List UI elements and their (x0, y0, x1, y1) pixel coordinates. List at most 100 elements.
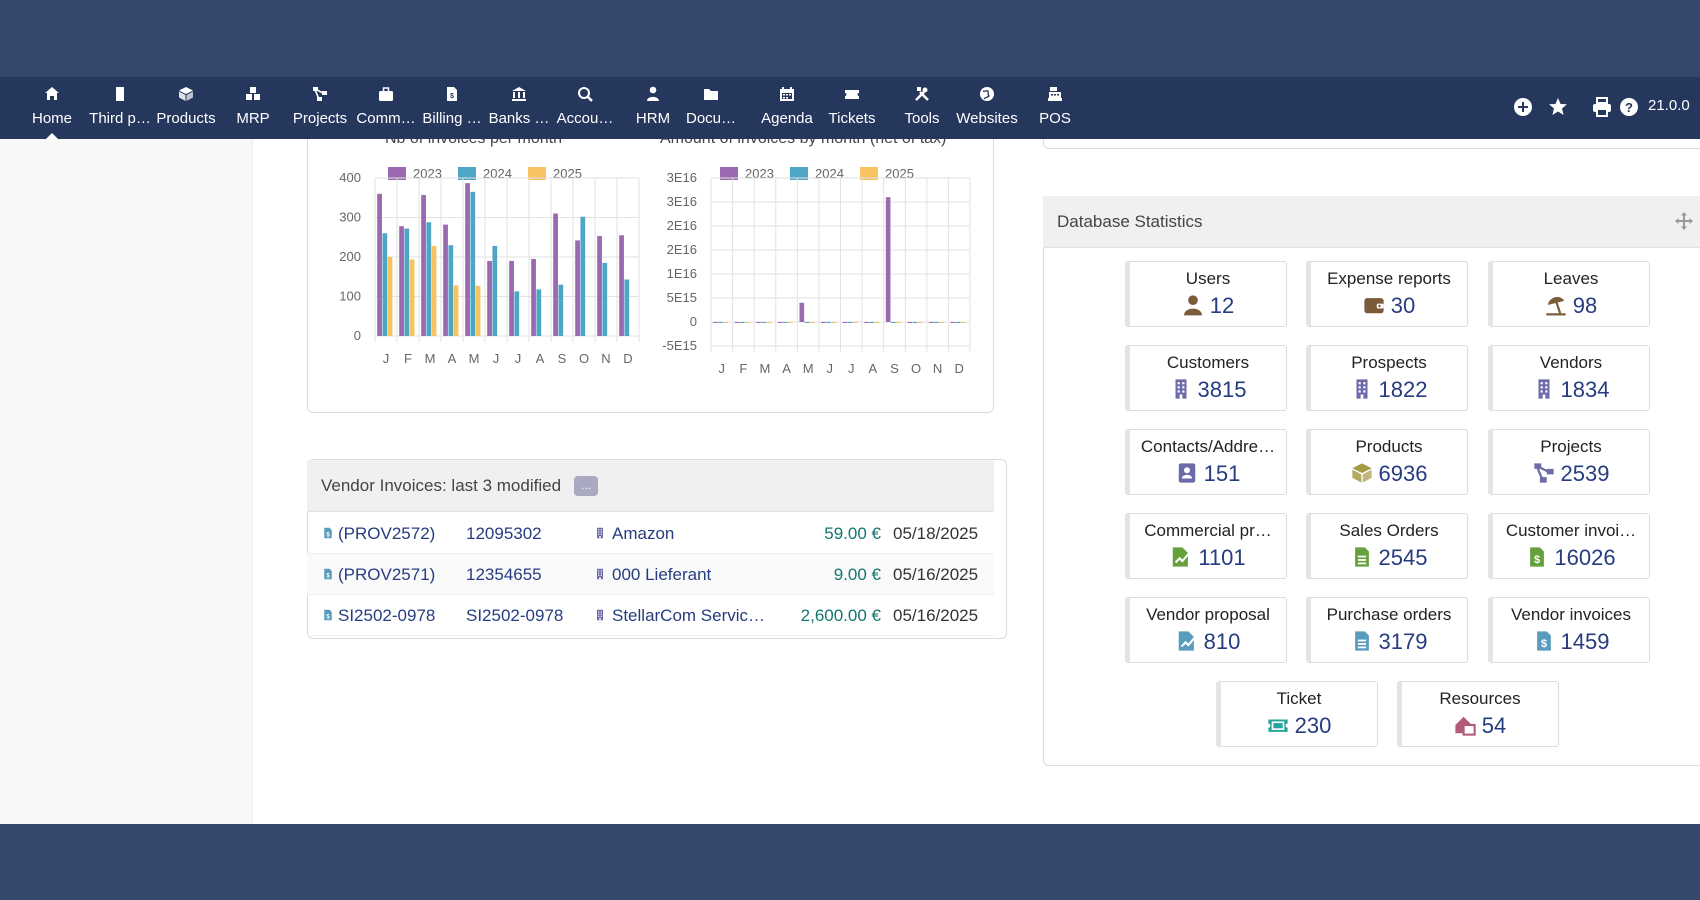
legend-label-2024: 2024 (815, 166, 844, 181)
stat-box-sales-orders[interactable]: Sales Orders 2545 (1306, 513, 1468, 579)
bar-2023-A (531, 258, 536, 336)
bar-2024-A (869, 322, 875, 323)
stat-value: 98 (1572, 293, 1598, 318)
nav-item-label: Agenda (761, 110, 813, 127)
nav-item-label: Home (31, 110, 72, 127)
nav-item-agenda[interactable]: Agenda (752, 77, 822, 139)
nav-item-label: Billing … (422, 110, 482, 127)
stat-box-projects[interactable]: Projects 2539 (1488, 429, 1650, 495)
thirdparty-link[interactable]: StellarCom Servic… (594, 606, 765, 626)
stat-box-prospects[interactable]: Prospects 1822 (1306, 345, 1468, 411)
nav-item-projects[interactable]: Projects (286, 77, 354, 139)
stat-box-customers[interactable]: Customers 3815 (1125, 345, 1287, 411)
stat-box-ticket[interactable]: Ticket 230 (1216, 681, 1378, 747)
nav-item-label: Tickets (828, 110, 876, 127)
legend-swatch-2025 (528, 167, 546, 180)
stat-box-purchase-orders[interactable]: Purchase orders 3179 (1306, 597, 1468, 663)
bar-2023-O (575, 240, 580, 336)
nav-item-comm[interactable]: Comm… (350, 77, 422, 139)
nav-item-hrm[interactable]: HRM (630, 77, 676, 139)
stat-label: Projects (1540, 437, 1602, 456)
top-menu-bar (0, 77, 1700, 139)
nav-item-mrp[interactable]: MRP (226, 77, 280, 139)
table-row: $ (PROV2572) 12095302 Amazon 59.00 € 05/18/20… (307, 513, 994, 554)
y-tick-label: -5E15 (662, 338, 697, 353)
stat-box-users[interactable]: Users 12 (1125, 261, 1287, 327)
building-icon (1170, 377, 1198, 402)
search-dollar-icon (549, 86, 621, 106)
bar-2023-A (777, 322, 783, 323)
stat-box-vendor-proposal[interactable]: Vendor proposal 810 (1125, 597, 1287, 663)
building-icon (594, 565, 612, 584)
stat-box-contacts-addre[interactable]: Contacts/Addre… 151 (1125, 429, 1287, 495)
nav-item-label: Tools (904, 110, 940, 127)
star-icon[interactable] (1548, 97, 1568, 122)
help-icon[interactable]: ? (1619, 97, 1639, 122)
version-label: 21.0.0 (1648, 97, 1690, 114)
nav-item-tools[interactable]: Tools (896, 77, 948, 139)
nav-item-label: Websites (956, 110, 1018, 127)
nav-item-billing[interactable]: $ Billing … (416, 77, 488, 139)
stat-box-vendors[interactable]: Vendors 1834 (1488, 345, 1650, 411)
bar-2023-J (821, 322, 826, 323)
bar-2023-M (799, 302, 805, 322)
svg-text:$: $ (450, 93, 454, 100)
invoice-amount: 9.00 € (833, 565, 881, 584)
stat-box-vendor-invoices[interactable]: Vendor invoices $1459 (1488, 597, 1650, 663)
nav-item-home[interactable]: Home (20, 77, 84, 139)
bar-2023-A (864, 322, 869, 323)
cube-icon (150, 86, 222, 106)
stat-box-customer-invoi[interactable]: Customer invoi… $16026 (1488, 513, 1650, 579)
stat-label: Expense reports (1327, 269, 1451, 288)
bar-2025-F (409, 259, 415, 336)
file-invoice-icon: $ (1533, 629, 1561, 654)
nav-item-tickets[interactable]: Tickets (821, 77, 883, 139)
building-icon (1351, 377, 1379, 402)
nav-item-products[interactable]: Products (150, 77, 222, 139)
nav-item-websites[interactable]: Websites (948, 77, 1026, 139)
main-content: Nb of invoices per month Amount of invoi… (0, 139, 1700, 824)
bar-2025-J (852, 322, 858, 323)
invoice-amount: 59.00 € (824, 524, 881, 543)
x-tick-label: J (826, 361, 833, 376)
thirdparty-link[interactable]: 000 Lieferant (594, 565, 711, 585)
supplier-ref: SI2502-0978 (466, 606, 564, 625)
globe-icon (948, 86, 1026, 106)
bar-2023-F (734, 322, 740, 323)
nav-item-third-p[interactable]: Third p… (82, 77, 158, 139)
left-side-pane (0, 139, 253, 824)
print-icon[interactable] (1592, 97, 1612, 122)
bar-2024-J (847, 322, 853, 323)
invoice-ref-link[interactable]: $ SI2502-0978 (322, 606, 435, 626)
cash-register-icon (1032, 86, 1078, 106)
bar-2024-O (912, 322, 918, 323)
invoice-icon: $ (416, 86, 488, 106)
bar-2024-J (718, 322, 723, 323)
stat-value: 12 (1209, 293, 1235, 318)
file-invoice-icon: $ (322, 606, 338, 625)
stat-box-resources[interactable]: Resources 54 (1397, 681, 1559, 747)
stat-box-expense-reports[interactable]: Expense reports 30 (1306, 261, 1468, 327)
suitcase-icon (350, 86, 422, 106)
plus-circle-icon[interactable] (1513, 97, 1533, 122)
bar-2025-F (745, 322, 750, 323)
bar-2024-J (382, 233, 388, 336)
cube-icon (1351, 461, 1379, 486)
nav-item-accou[interactable]: Accou… (549, 77, 621, 139)
more-button[interactable]: ... (574, 476, 598, 496)
nav-item-pos[interactable]: POS (1032, 77, 1078, 139)
stat-box-commercial-pr[interactable]: Commercial pr… 1101 (1125, 513, 1287, 579)
invoice-ref-link[interactable]: $ (PROV2572) (322, 524, 435, 544)
bar-2025-M (809, 322, 815, 323)
stat-box-products[interactable]: Products 6936 (1306, 429, 1468, 495)
ticket-icon (1267, 713, 1295, 738)
nav-item-banks[interactable]: Banks … (482, 77, 556, 139)
thirdparty-link[interactable]: Amazon (594, 524, 674, 544)
legend-label-2024: 2024 (483, 166, 512, 181)
building-icon (594, 524, 612, 543)
nav-item-docu[interactable]: Docu… (678, 77, 744, 139)
move-icon[interactable] (1675, 212, 1693, 235)
invoice-ref-link[interactable]: $ (PROV2571) (322, 565, 435, 585)
stat-value: 810 (1203, 629, 1241, 654)
stat-box-leaves[interactable]: Leaves 98 (1488, 261, 1650, 327)
